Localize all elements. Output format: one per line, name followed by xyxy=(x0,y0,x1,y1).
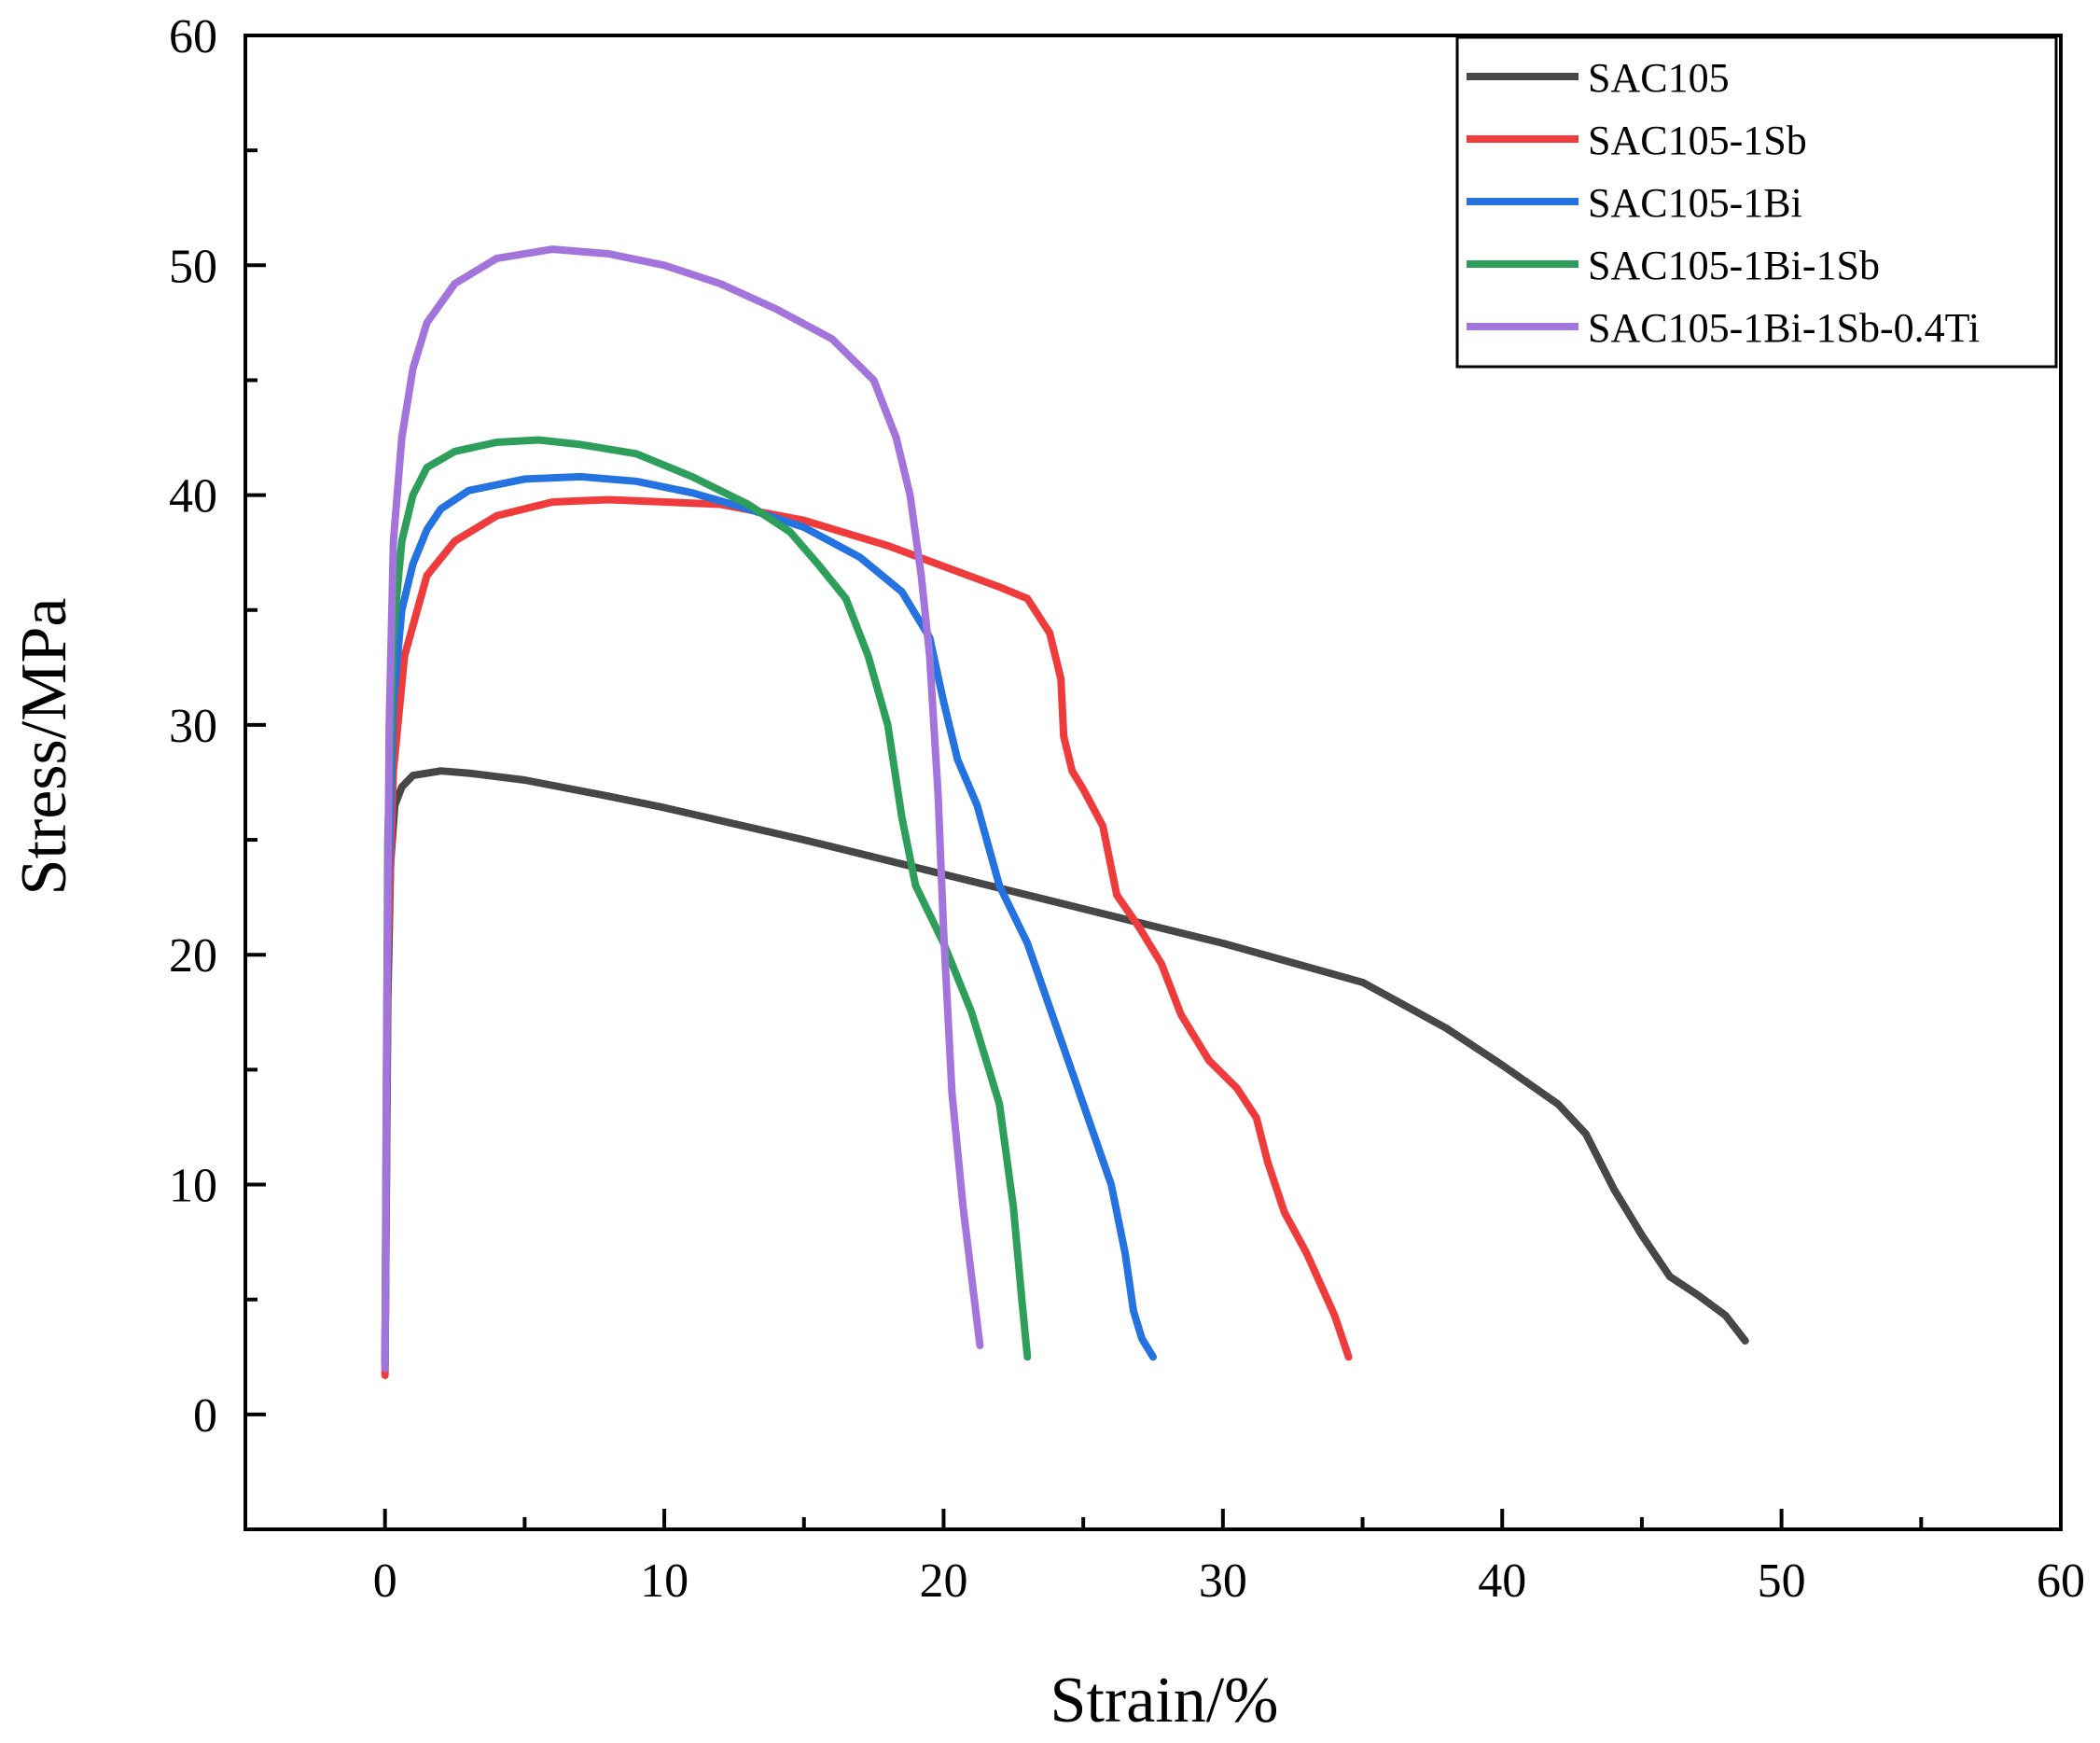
plot-frame xyxy=(243,34,2063,1531)
axes-layer: 0 10 20 30 40 50 60 0 10 20 30 40 50 60 xyxy=(169,10,2085,1608)
series-line-sac105-1bi-1sb xyxy=(381,436,1032,1368)
legend-label-sac105-1bi-1sb: SAC105-1Bi-1Sb xyxy=(1588,243,1880,288)
x-tick-label: 10 xyxy=(640,1555,688,1608)
x-tick-label: 30 xyxy=(1199,1555,1247,1608)
y-tick-label: 50 xyxy=(169,240,217,293)
series-line-sac105-1bi xyxy=(381,472,1157,1368)
x-axis-title: Strain/% xyxy=(1050,1665,1279,1736)
y-tick-label: 0 xyxy=(193,1389,217,1443)
series-line-sac105 xyxy=(381,767,1749,1368)
series-layer xyxy=(381,245,1749,1379)
x-tick-label: 40 xyxy=(1478,1555,1526,1608)
y-tick-label: 10 xyxy=(169,1160,217,1213)
y-tick-label: 40 xyxy=(169,470,217,523)
y-tick-label: 60 xyxy=(169,10,217,63)
y-tick-label: 30 xyxy=(169,700,217,753)
legend-label-sac105-1sb: SAC105-1Sb xyxy=(1588,118,1807,163)
series-line-sac105-1sb xyxy=(381,495,1353,1379)
x-tick-label: 20 xyxy=(919,1555,967,1608)
y-axis-title: Stress/MPa xyxy=(8,598,80,896)
x-tick-label: 50 xyxy=(1758,1555,1806,1608)
legend: SAC105 SAC105-1Sb SAC105-1Bi SAC105-1Bi-1Sb… xyxy=(1455,35,2058,369)
legend-label-sac105-1bi-1sb-0-4ti: SAC105-1Bi-1Sb-0.4Ti xyxy=(1588,305,1980,351)
x-tick-label: 0 xyxy=(373,1555,397,1608)
series-line-sac105-1bi-1sb-0-4ti xyxy=(381,245,984,1373)
legend-label-sac105-1bi: SAC105-1Bi xyxy=(1588,180,1802,226)
x-tick-label: 60 xyxy=(2037,1555,2085,1608)
y-tick-label: 20 xyxy=(169,929,217,983)
legend-label-sac105: SAC105 xyxy=(1588,55,1730,101)
